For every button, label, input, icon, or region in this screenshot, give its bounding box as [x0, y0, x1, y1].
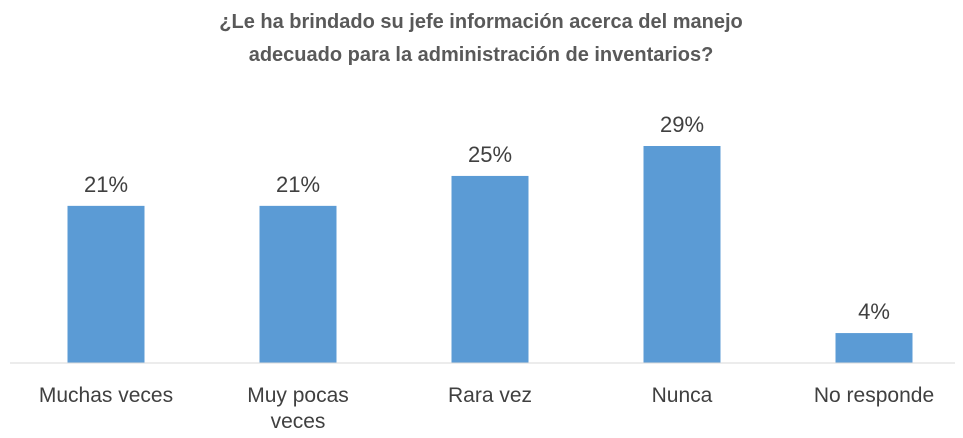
x-tick-label: Muchas veces: [38, 384, 174, 407]
x-tick-label: Muy pocas veces: [247, 384, 349, 433]
bar: [259, 205, 337, 363]
x-tick-label: No responde: [813, 384, 935, 407]
data-label: 21%: [84, 172, 128, 197]
bar: [643, 146, 721, 363]
bar: [835, 333, 913, 363]
data-label: 4%: [858, 299, 890, 324]
data-label: 21%: [276, 172, 320, 197]
data-label: 25%: [468, 142, 512, 167]
data-label: 29%: [660, 112, 704, 137]
chart-title: ¿Le ha brindado su jefe información acer…: [219, 11, 743, 66]
x-tick-label: Nunca: [651, 384, 713, 407]
bar: [451, 175, 529, 363]
bar: [67, 205, 145, 363]
x-tick-label: Rara vez: [447, 384, 533, 407]
